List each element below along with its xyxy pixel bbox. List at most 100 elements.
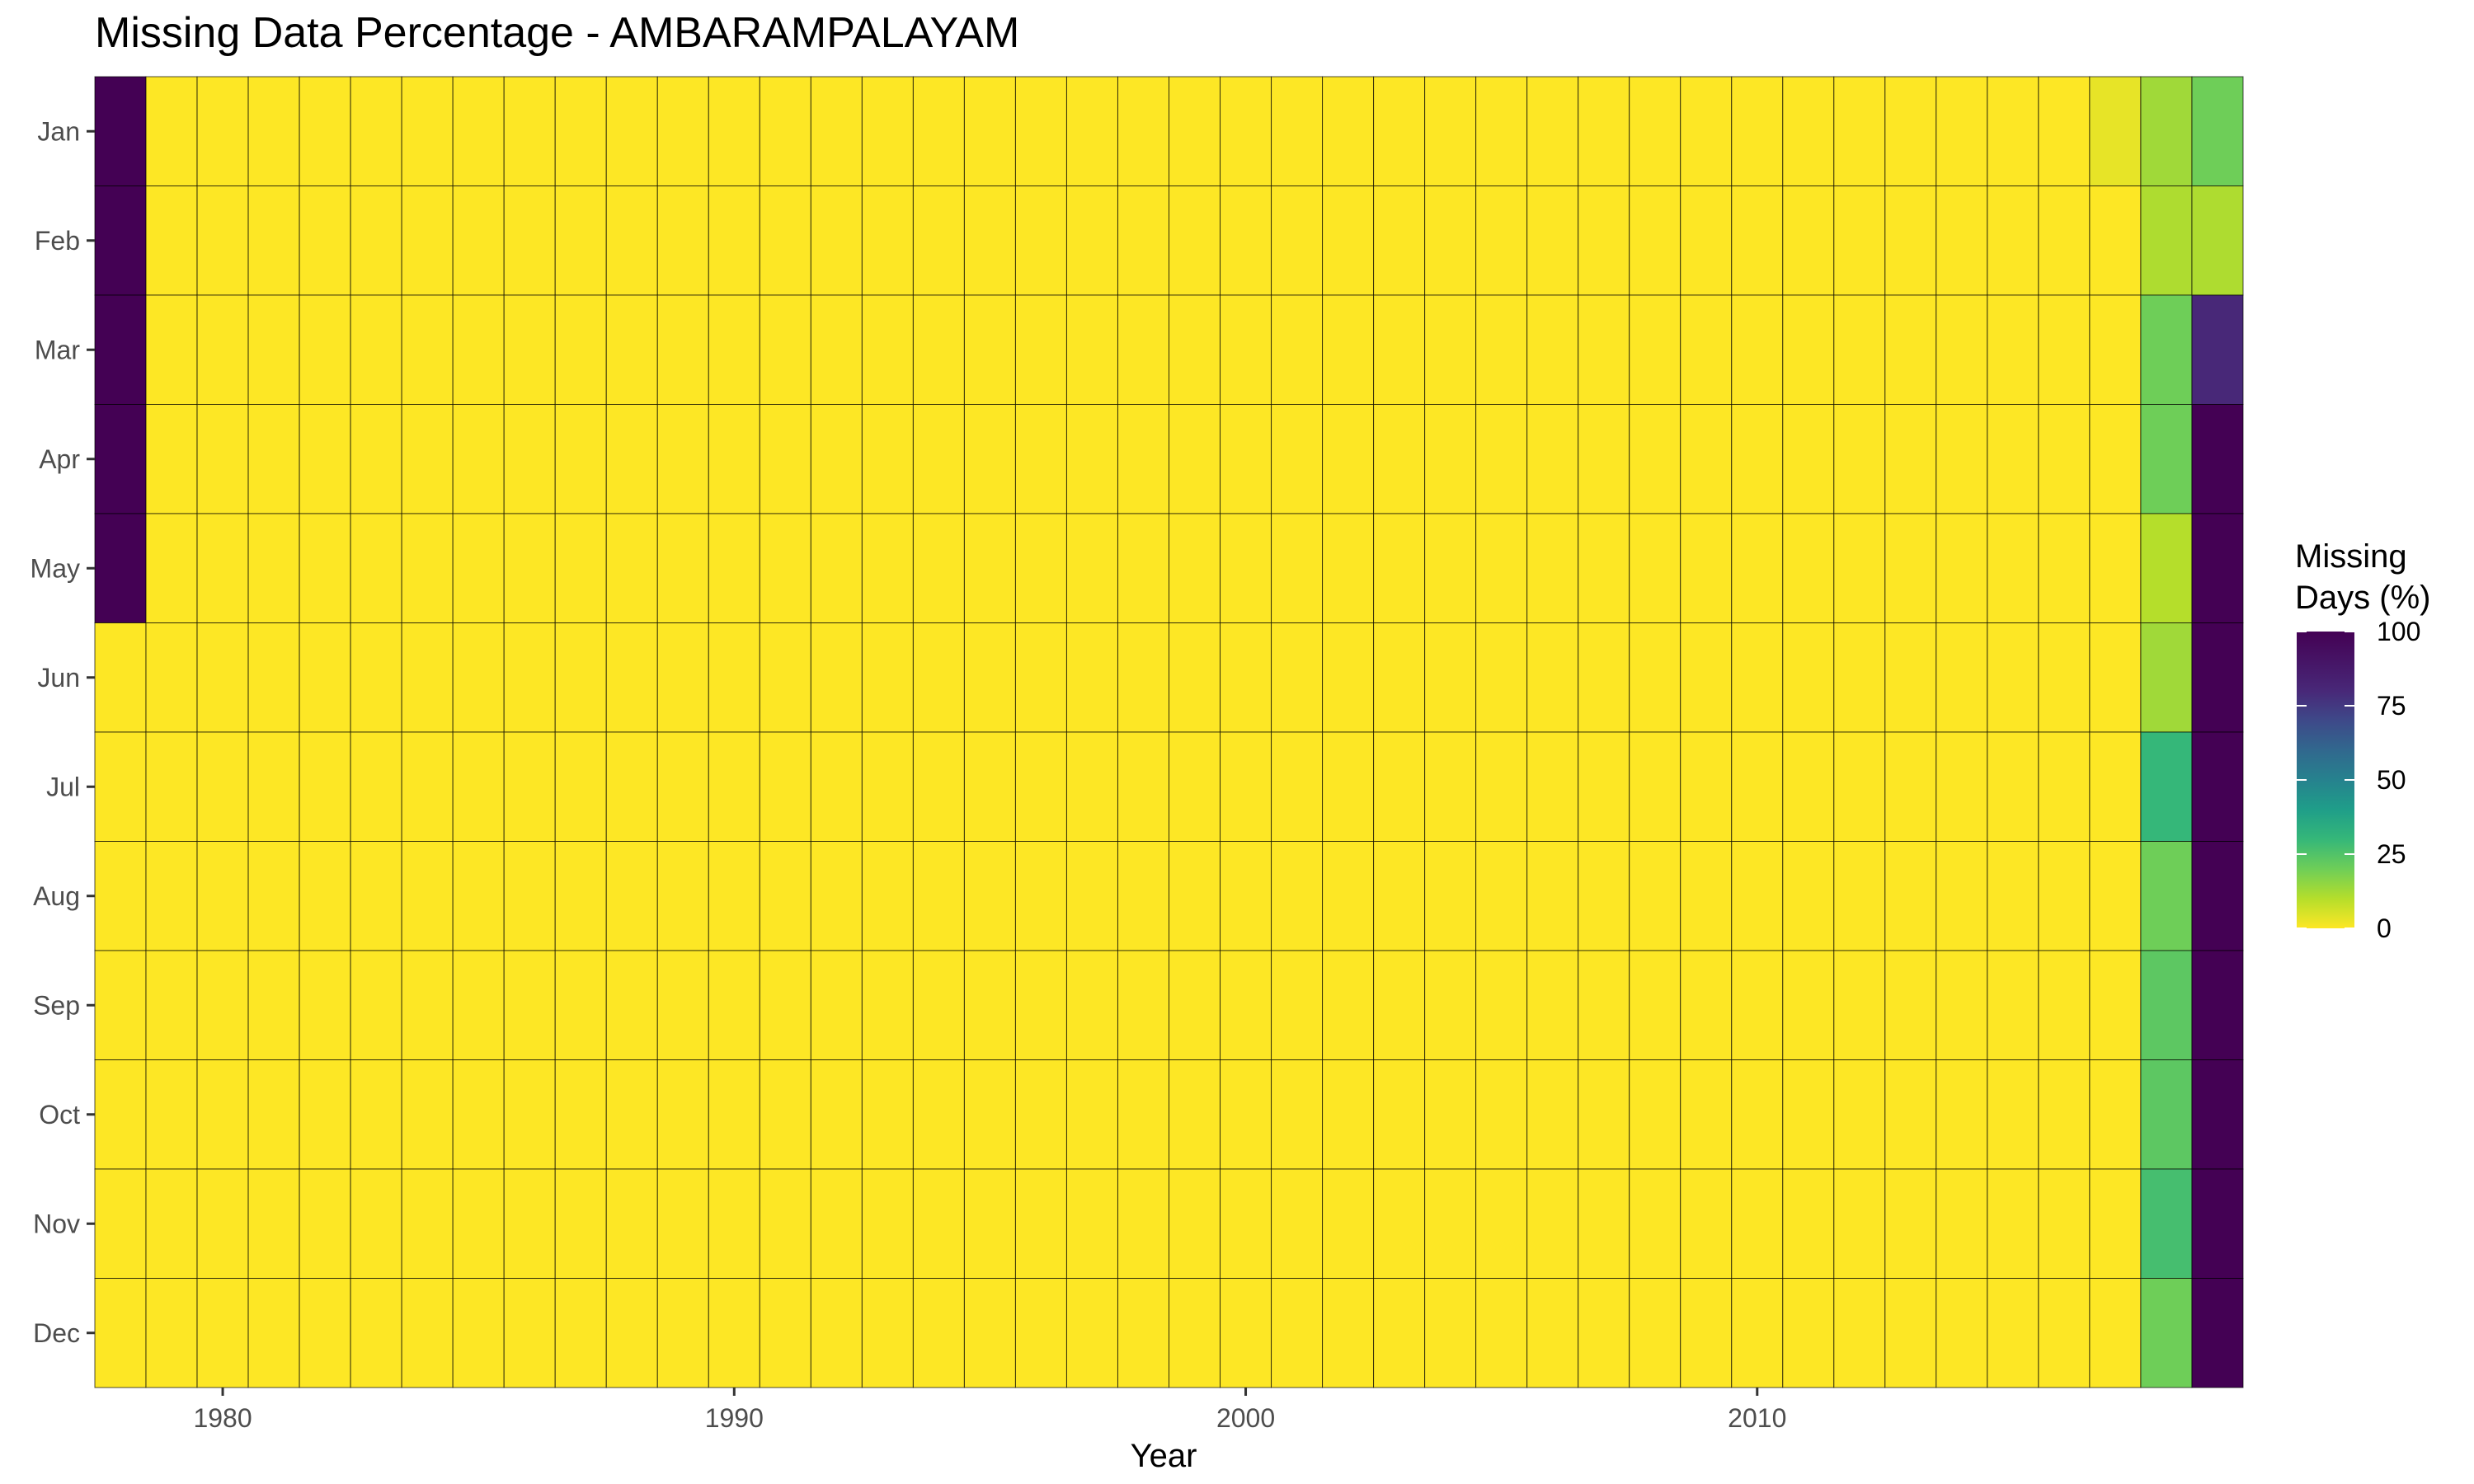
heatmap-cell: [1578, 1168, 1630, 1279]
x-tick-label: 2000: [1216, 1403, 1275, 1433]
heatmap-cell: [810, 404, 863, 514]
heatmap-cell: [1782, 950, 1835, 1060]
heatmap-cell: [1782, 1168, 1835, 1279]
y-tick-label: Jul: [46, 772, 80, 801]
heatmap-cell: [1680, 731, 1733, 842]
heatmap-cell: [554, 1278, 607, 1388]
heatmap-cell: [503, 622, 556, 733]
heatmap-cell: [1629, 404, 1681, 514]
heatmap-cell: [861, 294, 914, 405]
heatmap-cell: [1169, 841, 1221, 951]
heatmap-cell: [861, 404, 914, 514]
heatmap-cell: [1731, 841, 1784, 951]
heatmap-cell: [145, 841, 198, 951]
heatmap-cell: [1322, 1278, 1375, 1388]
heatmap-cell: [1014, 404, 1067, 514]
heatmap-cell: [1833, 841, 1886, 951]
heatmap-cell: [247, 404, 300, 514]
heatmap-cell: [912, 1278, 965, 1388]
heatmap-cell: [1117, 731, 1169, 842]
legend-title-line2: Days (%): [2295, 580, 2430, 616]
heatmap-cell: [708, 1168, 760, 1279]
heatmap-cell: [401, 1278, 454, 1388]
heatmap-cell: [1987, 950, 2039, 1060]
heatmap-cell: [2140, 950, 2193, 1060]
heatmap-cell: [299, 950, 351, 1060]
heatmap-cell: [1629, 294, 1681, 405]
heatmap-cell: [605, 294, 658, 405]
heatmap-cell: [912, 404, 965, 514]
heatmap-cell: [94, 294, 147, 405]
heatmap-cell: [1475, 950, 1528, 1060]
heatmap-cell: [1065, 1278, 1118, 1388]
heatmap-cell: [1884, 731, 1937, 842]
heatmap-cell: [1424, 513, 1477, 623]
heatmap-cell: [503, 1059, 556, 1170]
heatmap-cell: [401, 1168, 454, 1279]
heatmap-cell: [912, 513, 965, 623]
heatmap-cell: [912, 76, 965, 186]
heatmap-cell: [1731, 513, 1784, 623]
heatmap-cell: [94, 513, 147, 623]
heatmap-cell: [2038, 950, 2091, 1060]
heatmap-cell: [605, 841, 658, 951]
heatmap-cell: [861, 731, 914, 842]
heatmap-cell: [554, 731, 607, 842]
heatmap-cell: [145, 1168, 198, 1279]
heatmap-cell: [2038, 731, 2091, 842]
heatmap-cell: [708, 1278, 760, 1388]
heatmap-cell: [452, 841, 505, 951]
heatmap-cell: [2140, 186, 2193, 296]
heatmap-cell: [247, 1278, 300, 1388]
heatmap-cell: [299, 294, 351, 405]
heatmap-cell: [656, 841, 709, 951]
heatmap-cell: [1526, 950, 1579, 1060]
heatmap-cell: [94, 1059, 147, 1170]
y-axis: Jan Feb Mar Apr May Jun Jul Aug Sep Oct Nov Dec: [31, 116, 95, 1348]
heatmap-cell: [1065, 186, 1118, 296]
heatmap-cells: [94, 76, 2244, 1388]
heatmap-cell: [196, 294, 249, 405]
heatmap-cell: [1271, 622, 1324, 733]
heatmap-cell: [2089, 1278, 2142, 1388]
heatmap-cell: [2191, 731, 2244, 842]
heatmap-cell: [1935, 1059, 1988, 1170]
heatmap-cell: [1322, 513, 1375, 623]
heatmap-cell: [2089, 950, 2142, 1060]
heatmap-cell: [708, 1059, 760, 1170]
heatmap-cell: [299, 841, 351, 951]
heatmap-cell: [1373, 404, 1426, 514]
heatmap-cell: [1782, 294, 1835, 405]
heatmap-cell: [299, 513, 351, 623]
heatmap-cell: [861, 1168, 914, 1279]
heatmap-cell: [94, 622, 147, 733]
heatmap-cell: [810, 186, 863, 296]
heatmap-cell: [196, 950, 249, 1060]
heatmap-cell: [1117, 1059, 1169, 1170]
heatmap-cell: [1884, 1168, 1937, 1279]
heatmap-cell: [350, 841, 402, 951]
heatmap-cell: [1526, 186, 1579, 296]
heatmap-cell: [299, 1059, 351, 1170]
heatmap-cell: [1424, 1059, 1477, 1170]
heatmap-cell: [1117, 404, 1169, 514]
heatmap-cell: [247, 186, 300, 296]
heatmap-cell: [1169, 950, 1221, 1060]
heatmap-cell: [605, 404, 658, 514]
heatmap-cell: [1935, 950, 1988, 1060]
heatmap-cell: [810, 513, 863, 623]
heatmap-cell: [2038, 294, 2091, 405]
heatmap-cell: [145, 76, 198, 186]
heatmap-cell: [1117, 950, 1169, 1060]
heatmap-cell: [2140, 513, 2193, 623]
heatmap-cell: [963, 404, 1016, 514]
heatmap-cell: [861, 1059, 914, 1170]
heatmap-cell: [145, 294, 198, 405]
heatmap-cell: [656, 1168, 709, 1279]
heatmap-cell: [145, 1059, 198, 1170]
heatmap-cell: [401, 622, 454, 733]
heatmap-cell: [1169, 1168, 1221, 1279]
heatmap-cell: [2038, 186, 2091, 296]
heatmap-cell: [94, 76, 147, 186]
